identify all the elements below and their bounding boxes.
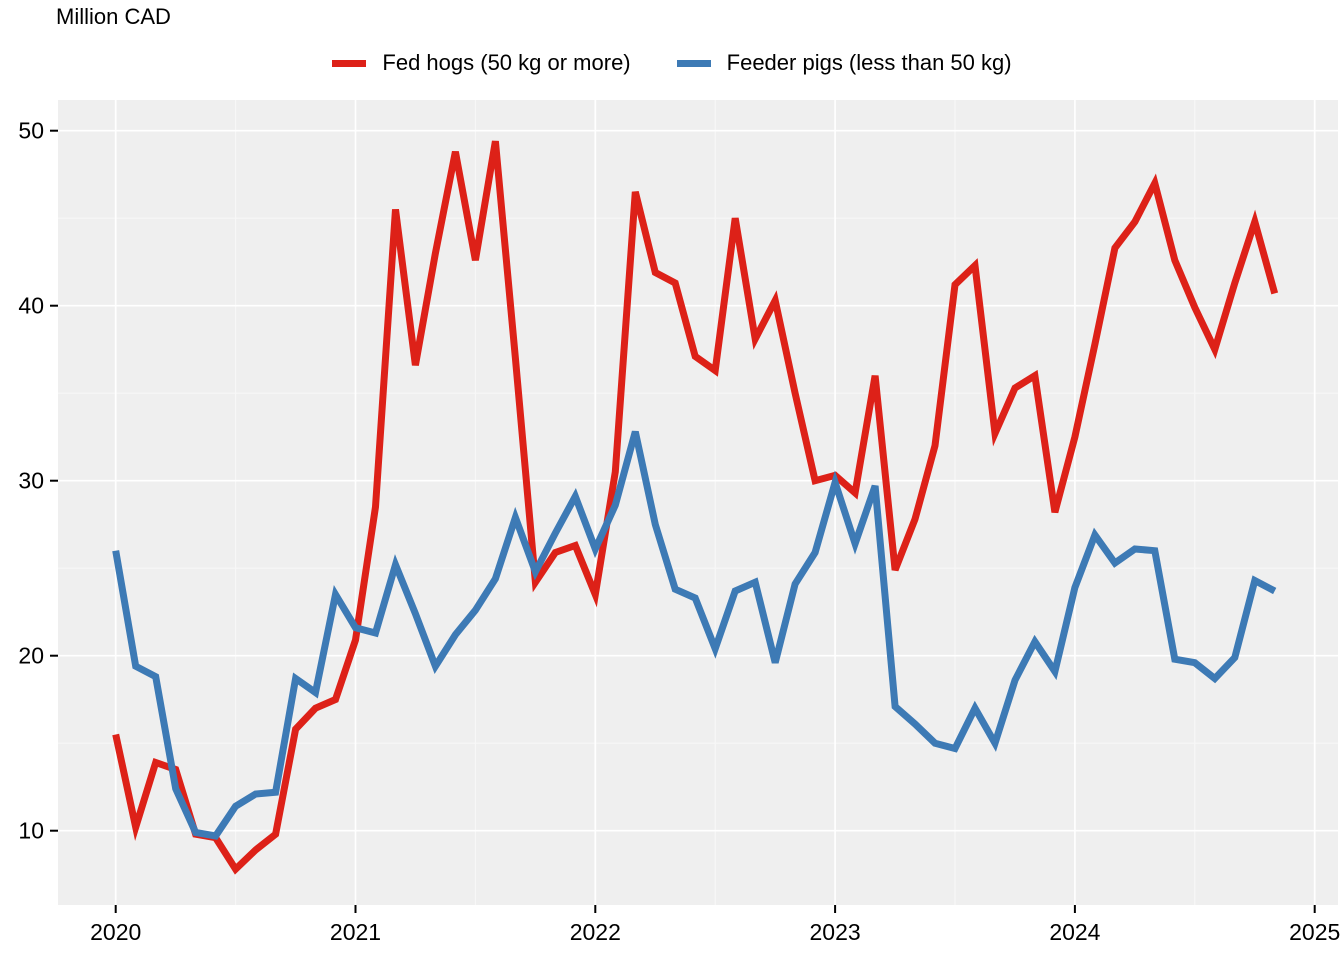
- y-tick-label: 50: [18, 118, 44, 144]
- legend-item-fed-hogs: Fed hogs (50 kg or more): [332, 50, 631, 76]
- x-tick-label: 2024: [1049, 919, 1100, 945]
- legend-label-feeder-pigs: Feeder pigs (less than 50 kg): [726, 50, 1012, 75]
- y-tick-label: 40: [18, 293, 44, 319]
- minor-gridlines: [58, 100, 1338, 905]
- fed-hogs-line-swatch-icon: [332, 59, 367, 67]
- y-tick-label: 30: [18, 468, 44, 494]
- plot-panel: [58, 100, 1338, 905]
- x-tick-label: 2022: [570, 919, 621, 945]
- series-line-feeder-pigs: [112, 430, 1277, 840]
- legend-item-feeder-pigs: Feeder pigs (less than 50 kg): [676, 50, 1012, 76]
- legend: Fed hogs (50 kg or more) Feeder pigs (le…: [0, 50, 1344, 76]
- y-tick-label: 10: [18, 818, 44, 844]
- x-tick-label: 2023: [810, 919, 861, 945]
- x-axis-labels: 2020 2021 2022 2023 2024 2025: [90, 919, 1340, 945]
- x-tick-label: 2020: [90, 919, 141, 945]
- x-tick-label: 2021: [330, 919, 381, 945]
- series-line-fed-hogs: [112, 140, 1279, 875]
- major-gridlines: [58, 100, 1338, 905]
- feeder-pigs-line-swatch-icon: [676, 59, 711, 67]
- chart-title: Million CAD: [56, 4, 171, 29]
- legend-label-fed-hogs: Fed hogs (50 kg or more): [382, 50, 631, 75]
- y-tick-label: 20: [18, 643, 44, 669]
- y-axis-labels: 10 20 30 40 50: [18, 118, 44, 844]
- axis-tick-marks: [50, 129, 1316, 913]
- x-tick-label: 2025: [1289, 919, 1340, 945]
